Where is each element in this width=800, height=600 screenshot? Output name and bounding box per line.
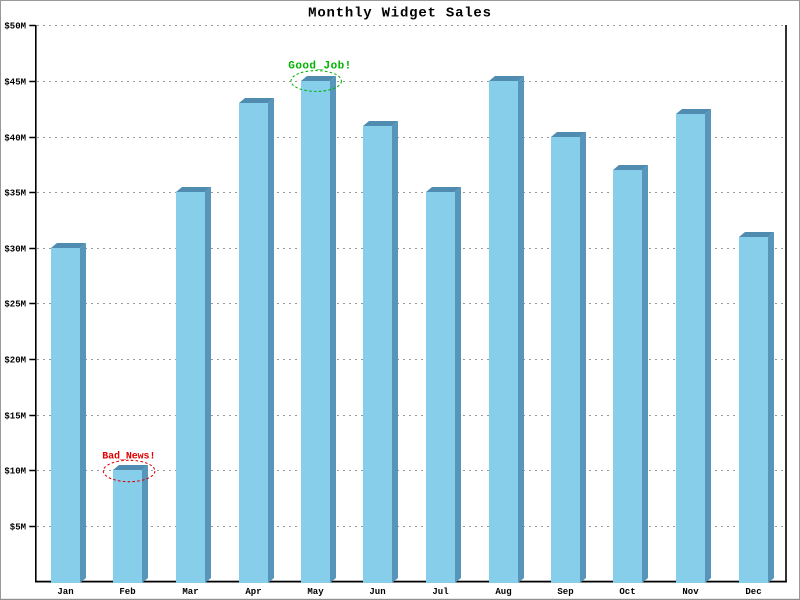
svg-text:Nov: Nov [682, 587, 699, 597]
svg-text:Jan: Jan [57, 587, 73, 597]
svg-text:Aug: Aug [495, 587, 511, 597]
svg-text:May: May [307, 587, 324, 597]
svg-text:Bad_News!: Bad_News! [102, 451, 155, 463]
svg-text:$30M: $30M [4, 244, 26, 254]
svg-text:Oct: Oct [619, 587, 635, 597]
svg-text:Sep: Sep [557, 587, 573, 597]
svg-text:Monthly Widget Sales: Monthly Widget Sales [308, 6, 492, 22]
svg-text:$35M: $35M [4, 188, 26, 198]
svg-text:$10M: $10M [4, 466, 26, 476]
svg-text:$20M: $20M [4, 355, 26, 365]
svg-text:$50M: $50M [4, 21, 26, 31]
svg-text:Mar: Mar [182, 587, 198, 597]
svg-text:$5M: $5M [10, 522, 26, 532]
svg-text:$15M: $15M [4, 411, 26, 421]
svg-text:Good_Job!: Good_Job! [288, 61, 351, 73]
svg-text:Jun: Jun [369, 587, 385, 597]
svg-text:$45M: $45M [4, 77, 26, 87]
svg-text:Jul: Jul [432, 587, 449, 597]
svg-text:Apr: Apr [245, 587, 261, 597]
svg-text:Feb: Feb [119, 587, 135, 597]
svg-text:Dec: Dec [745, 587, 761, 597]
svg-text:$40M: $40M [4, 133, 26, 143]
svg-text:$25M: $25M [4, 299, 26, 309]
